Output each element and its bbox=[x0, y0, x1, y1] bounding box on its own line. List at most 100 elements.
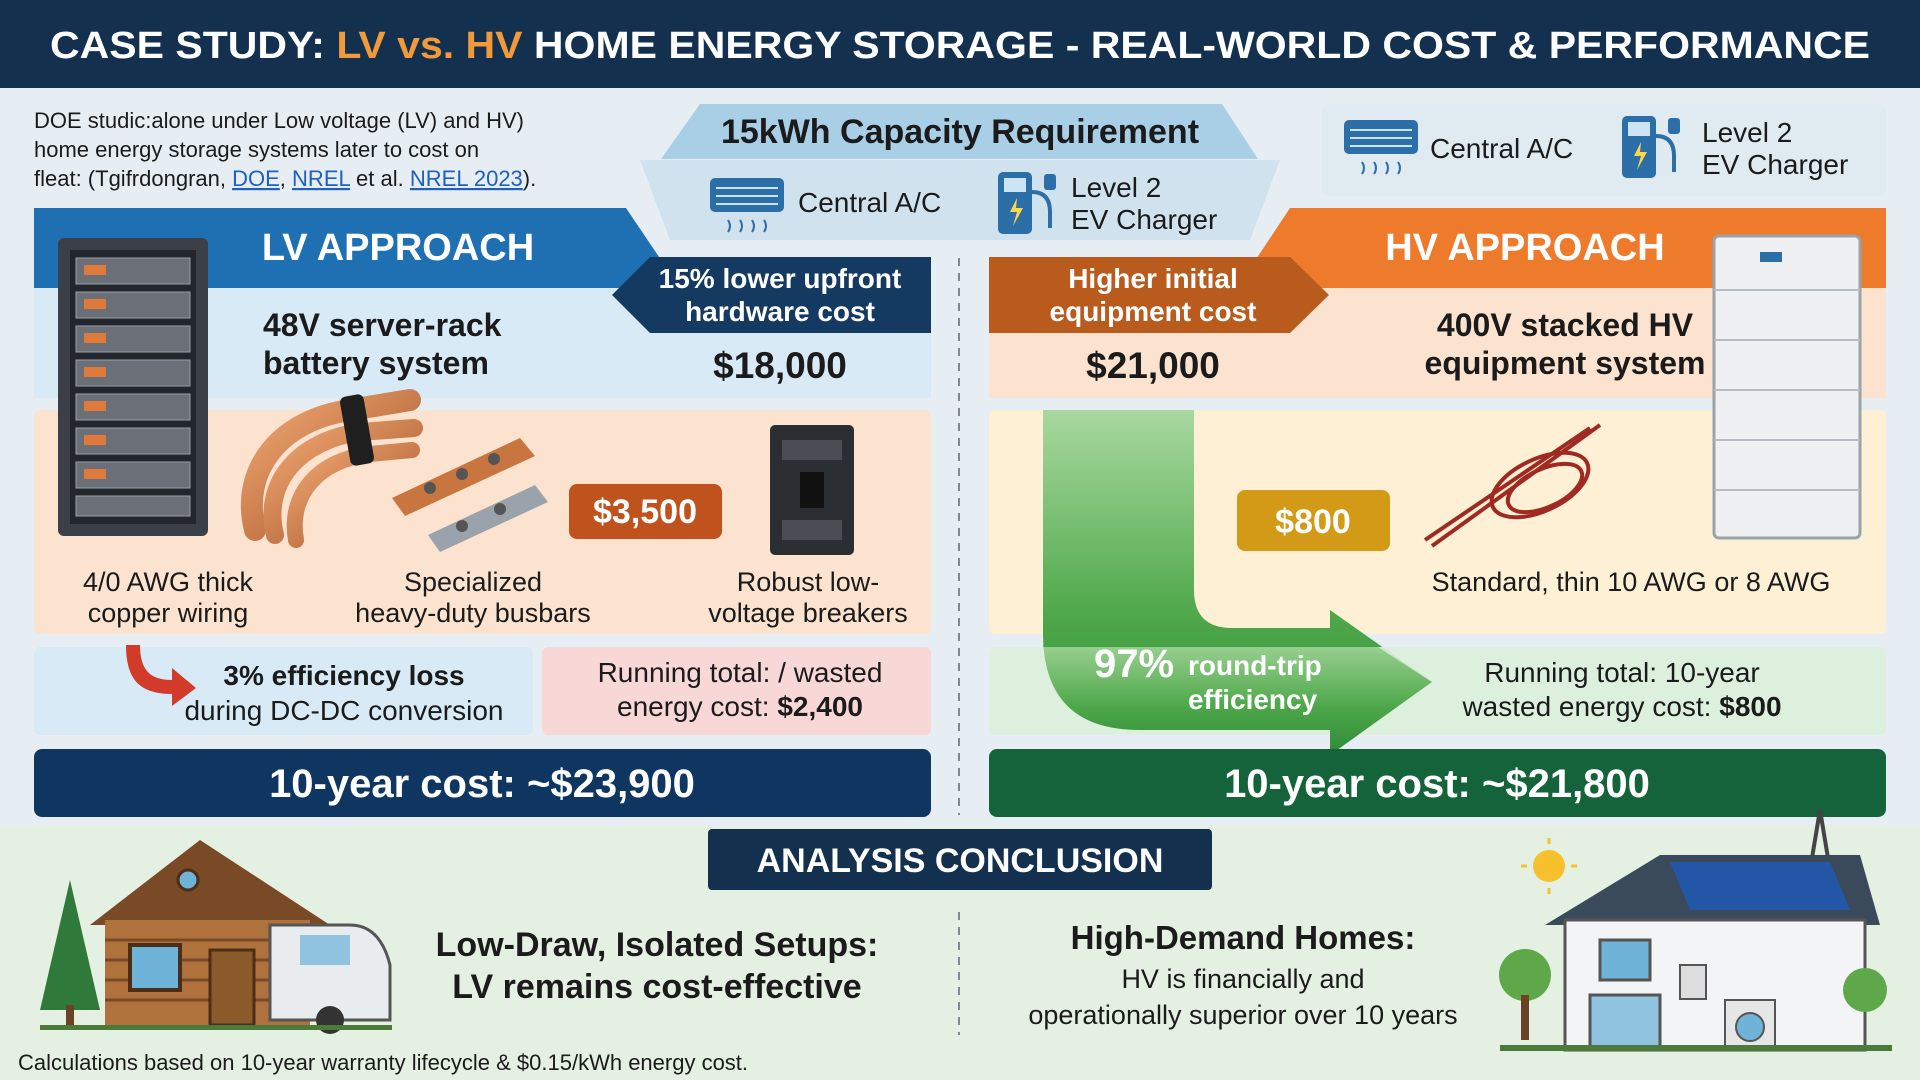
source-link[interactable]: DOE bbox=[232, 166, 280, 191]
load-label: Central A/C bbox=[1430, 133, 1573, 164]
cabin-illustration-part bbox=[90, 840, 330, 925]
lv-badge: hardware cost bbox=[685, 296, 875, 327]
thin-wiring-part bbox=[1423, 426, 1592, 542]
loads-panel: Central A/C Level 2 EV Charger bbox=[1322, 104, 1886, 196]
lv-running-total: Running total: / wasted bbox=[598, 657, 883, 688]
component-label: voltage breakers bbox=[708, 598, 908, 628]
cabin-illustration-part bbox=[208, 948, 256, 1027]
component-label: Robust low- bbox=[737, 567, 880, 597]
header-part bbox=[0, 0, 1920, 88]
cabin-illustration-part bbox=[176, 868, 200, 892]
title-part: CASE STUDY: bbox=[50, 25, 325, 67]
lv-section-part bbox=[34, 647, 533, 735]
hv-system: equipment system bbox=[1425, 345, 1706, 381]
house-illustration bbox=[1499, 809, 1892, 1052]
component-label: 4/0 AWG thick bbox=[83, 567, 254, 597]
breaker-part bbox=[782, 520, 842, 540]
copper-wiring bbox=[240, 389, 423, 548]
hv-cabinet-part bbox=[1712, 234, 1862, 540]
component-label: copper wiring bbox=[88, 598, 249, 628]
busbars-part-part bbox=[456, 468, 468, 480]
house-illustration-part bbox=[1670, 862, 1850, 910]
low-draw-heading: Low-Draw, Isolated Setups: bbox=[436, 926, 879, 964]
thin-wiring-part bbox=[1489, 450, 1591, 520]
running-total-amount: $2,400 bbox=[777, 691, 863, 722]
busbars-part bbox=[428, 485, 548, 552]
cabin-illustration-part bbox=[128, 943, 182, 992]
source-link[interactable]: NREL bbox=[292, 166, 350, 191]
conclusion-title: ANALYSIS CONCLUSION bbox=[757, 842, 1164, 880]
busbars-part-part bbox=[456, 520, 468, 532]
thin-wiring bbox=[1423, 423, 1602, 548]
running-total-text: wasted energy cost: bbox=[1461, 691, 1711, 722]
intro-text: fleat: (Tgifrdongran, bbox=[34, 166, 226, 191]
hv-section-part bbox=[989, 749, 1886, 817]
house-illustration-part bbox=[1500, 1045, 1892, 1051]
hv-title: HV APPROACH bbox=[1385, 227, 1664, 269]
house-illustration-part bbox=[1521, 995, 1529, 1040]
house-illustration-part bbox=[1499, 949, 1551, 1001]
hv-total: 10-year cost: ~$21,800 bbox=[1224, 762, 1650, 806]
hv-wiring-cost: $800 bbox=[1275, 503, 1351, 541]
hv-efficiency-label: efficiency bbox=[1188, 684, 1318, 715]
hv-section-part bbox=[989, 410, 1886, 634]
lv-system: 48V server-rack bbox=[263, 307, 502, 343]
conclusion: ANALYSIS CONCLUSION Low-Draw, Isolated S… bbox=[0, 809, 1920, 1080]
server-rack-part-part bbox=[84, 299, 106, 309]
capacity-panel-part bbox=[661, 104, 1258, 159]
ev-icon-part bbox=[1044, 174, 1056, 190]
title-part: HOME ENERGY STORAGE - REAL-WORLD COST & … bbox=[534, 25, 1870, 67]
lv-badge: 15% lower upfront bbox=[659, 263, 902, 294]
breaker-part bbox=[800, 472, 824, 508]
hv-efficiency-value: 97% bbox=[1094, 642, 1174, 686]
lv-loss: 3% efficiency loss bbox=[223, 660, 464, 691]
load-label: Level 2 bbox=[1702, 117, 1792, 148]
loss-arrow bbox=[126, 645, 196, 706]
server-rack bbox=[58, 238, 208, 536]
server-rack-part-part bbox=[84, 265, 106, 275]
ev-icon-part bbox=[1010, 198, 1023, 226]
lv-title: LV APPROACH bbox=[262, 227, 534, 269]
load-label: Central A/C bbox=[798, 187, 941, 218]
hv-running-total: Running total: 10-year bbox=[1484, 657, 1760, 688]
cabin-illustration-part bbox=[66, 1005, 74, 1027]
ac-icon-part bbox=[1361, 161, 1401, 175]
busbars-part bbox=[424, 453, 506, 532]
thin-wiring-part bbox=[1430, 423, 1602, 548]
ev-icon-part bbox=[1628, 122, 1650, 136]
house-illustration-part bbox=[1843, 968, 1887, 1012]
house-illustration-part bbox=[1521, 838, 1577, 894]
intro-line: home energy storage systems later to cos… bbox=[34, 137, 479, 162]
house-illustration-part bbox=[1533, 850, 1565, 882]
lv-running-total: energy cost: $2,400 bbox=[617, 691, 863, 722]
source-link[interactable]: NREL 2023 bbox=[410, 166, 523, 191]
intro-text: , bbox=[280, 166, 286, 191]
house-illustration-part bbox=[1598, 938, 1652, 982]
lv-system: battery system bbox=[263, 345, 489, 381]
server-rack-part-part bbox=[75, 495, 191, 517]
lv-loss: during DC-DC conversion bbox=[184, 695, 503, 726]
conclusion-part bbox=[708, 829, 1212, 890]
busbars-part-part bbox=[494, 503, 506, 515]
cabin-illustration-part bbox=[40, 1025, 392, 1030]
ev-icon-part bbox=[1655, 134, 1676, 172]
title: CASE STUDY: LV vs. HV HOME ENERGY STORAG… bbox=[50, 25, 1870, 67]
lv-section-part bbox=[34, 749, 931, 817]
ac-icon-part bbox=[727, 219, 767, 233]
ev-icon-part bbox=[1031, 190, 1052, 228]
lv-total: 10-year cost: ~$23,900 bbox=[269, 762, 695, 806]
server-rack-part-part bbox=[84, 401, 106, 411]
hv-section-part bbox=[989, 257, 1329, 333]
breaker-part bbox=[782, 440, 842, 460]
hv-running-total: wasted energy cost: $800 bbox=[1461, 691, 1781, 722]
hv-efficiency-label: round-trip bbox=[1188, 650, 1322, 681]
server-rack-part-part bbox=[84, 469, 106, 479]
lv-section-part bbox=[569, 484, 722, 539]
server-rack-part-part bbox=[84, 333, 106, 343]
intro-text: et al. bbox=[356, 166, 404, 191]
intro: DOE studic:alone under Low voltage (LV) … bbox=[34, 108, 536, 191]
hv-section: HV APPROACH Higher initial equipment cos… bbox=[989, 208, 1886, 817]
hv-price: $21,000 bbox=[1086, 345, 1220, 386]
